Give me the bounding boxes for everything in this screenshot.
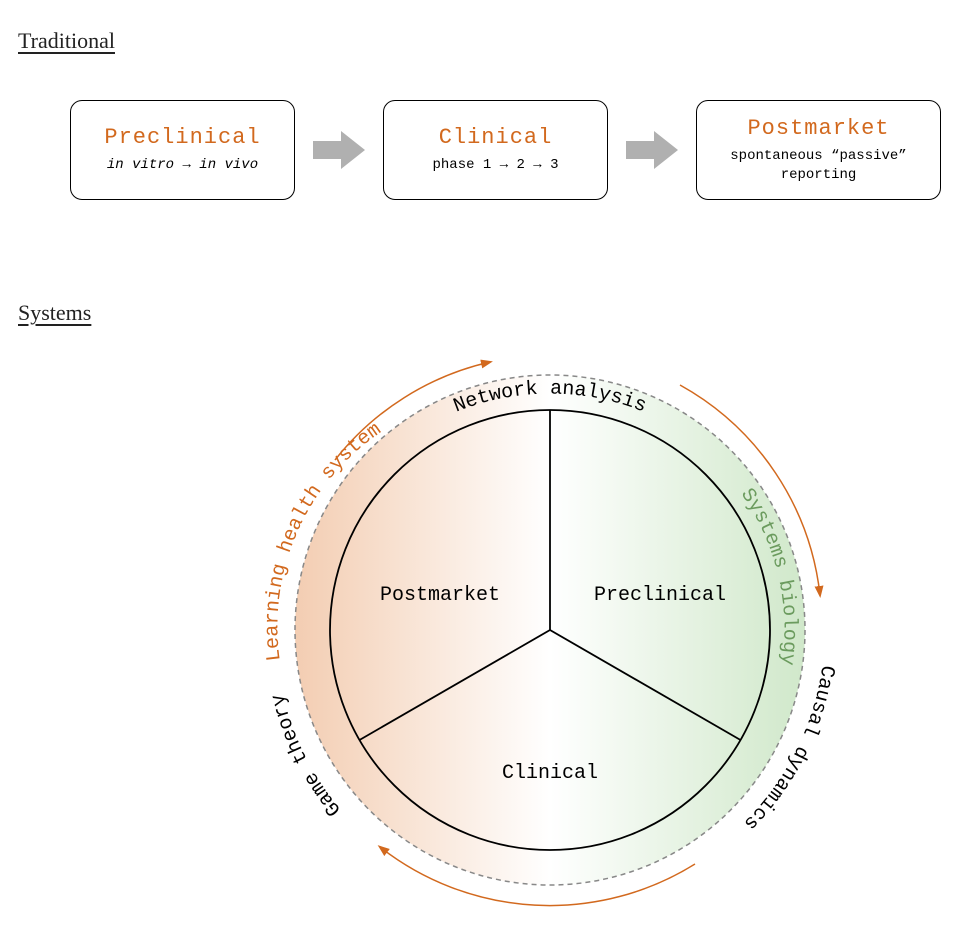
sector-label-clinical: Clinical xyxy=(502,762,598,785)
arrow-icon xyxy=(313,131,365,169)
traditional-flow-row: Preclinical in vitro → in vivo Clinical … xyxy=(70,100,941,200)
flow-subtitle: spontaneous “passive” reporting xyxy=(697,147,940,183)
section-label-systems: Systems xyxy=(18,300,91,326)
flow-subtitle: phase 1 → 2 → 3 xyxy=(432,156,558,174)
arrow-icon xyxy=(626,131,678,169)
flow-title: Postmarket xyxy=(747,116,889,141)
sector-label-preclinical: Preclinical xyxy=(594,584,726,607)
flow-box-postmarket: Postmarket spontaneous “passive” reporti… xyxy=(696,100,941,200)
flow-title: Clinical xyxy=(439,125,553,150)
section-label-traditional: Traditional xyxy=(18,28,115,54)
sector-label-postmarket: Postmarket xyxy=(380,584,500,607)
flow-box-preclinical: Preclinical in vitro → in vivo xyxy=(70,100,295,200)
flow-box-clinical: Clinical phase 1 → 2 → 3 xyxy=(383,100,608,200)
systems-circle-diagram: Postmarket Preclinical Clinical Network … xyxy=(250,330,850,930)
flow-title: Preclinical xyxy=(104,125,260,150)
flow-subtitle: in vitro → in vivo xyxy=(107,156,258,174)
